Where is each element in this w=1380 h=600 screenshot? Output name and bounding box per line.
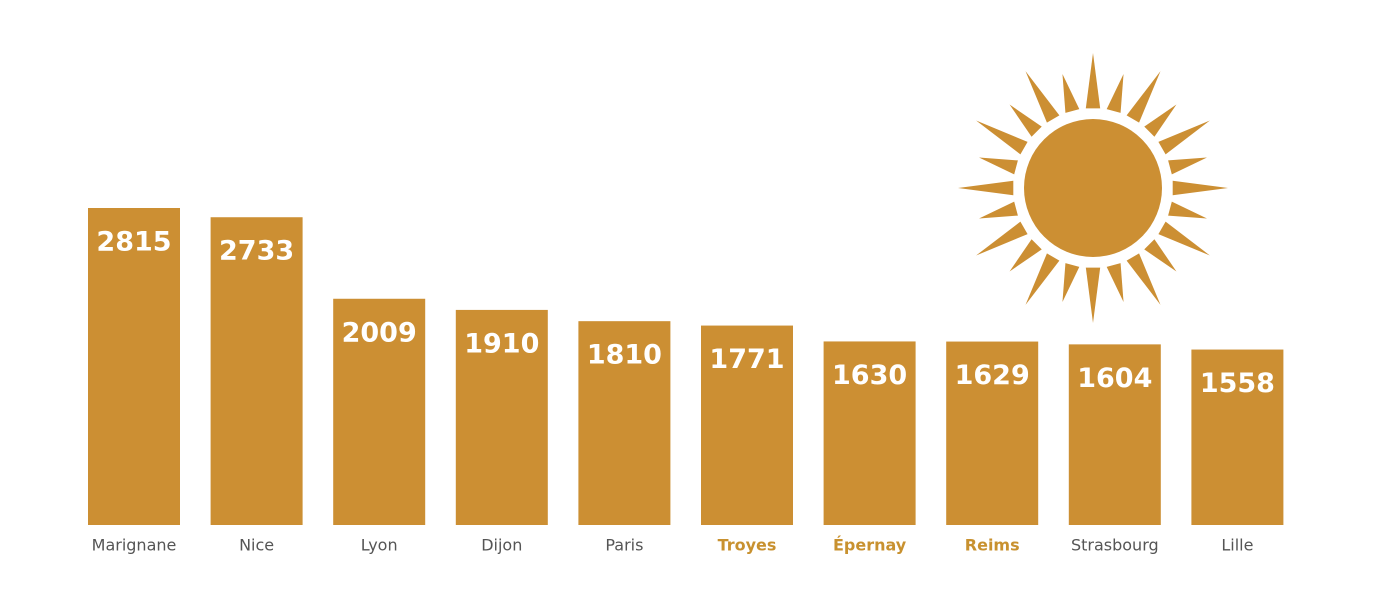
- bar: [88, 208, 180, 525]
- x-tick-label: Reims: [965, 536, 1020, 555]
- sun-ray: [1144, 104, 1177, 137]
- sun-ray: [1172, 180, 1228, 196]
- sun-ray: [1126, 253, 1161, 305]
- sun-ray: [1062, 74, 1080, 113]
- value-label: 1810: [587, 340, 662, 371]
- sun-ray: [976, 221, 1028, 256]
- bar: [1068, 344, 1161, 525]
- value-label: 1630: [832, 360, 907, 391]
- value-label: 1604: [1077, 363, 1152, 394]
- x-tick-label: Troyes: [718, 536, 777, 555]
- bar: [333, 298, 426, 525]
- x-tick-label: Épernay: [833, 536, 907, 555]
- x-tick-label: Nice: [239, 536, 274, 555]
- value-label: 1771: [709, 344, 784, 375]
- sun-ray: [1158, 120, 1210, 155]
- sun-ray: [1062, 263, 1080, 302]
- sun-ray: [979, 157, 1018, 175]
- sun-ray: [976, 120, 1028, 155]
- sun-ray: [1085, 267, 1101, 323]
- sun-ray: [1025, 71, 1060, 123]
- value-label: 2815: [96, 227, 171, 258]
- sun-ray: [1168, 157, 1207, 175]
- x-tick-label: Dijon: [481, 536, 522, 555]
- sun-ray: [1168, 201, 1207, 219]
- sun-ray: [1126, 71, 1161, 123]
- bar: [1191, 349, 1284, 525]
- sun-disc: [1024, 119, 1162, 257]
- value-label: 1558: [1200, 368, 1275, 399]
- x-tick-label: Lille: [1221, 536, 1253, 555]
- sun-ray: [1158, 221, 1210, 256]
- value-label: 2733: [219, 236, 294, 267]
- value-label: 1910: [464, 328, 539, 359]
- sun-ray: [1009, 239, 1042, 272]
- x-tick-label: Marignane: [92, 536, 177, 555]
- bar: [823, 341, 916, 525]
- sun-ray: [1009, 104, 1042, 137]
- sun-ray: [958, 180, 1014, 196]
- sun-ray: [1106, 74, 1124, 113]
- sun-ray: [1025, 253, 1060, 305]
- bar: [701, 325, 793, 525]
- sun-ray: [1106, 263, 1124, 302]
- bar: [946, 341, 1039, 525]
- x-tick-label: Paris: [605, 536, 643, 555]
- value-label: 1629: [955, 360, 1030, 391]
- x-tick-label: Lyon: [361, 536, 398, 555]
- x-tick-label: Strasbourg: [1071, 536, 1159, 555]
- sun-ray: [1085, 53, 1101, 109]
- bar: [210, 217, 303, 525]
- sun-ray: [979, 201, 1018, 219]
- bar: [455, 309, 548, 525]
- sun-ray: [1144, 239, 1177, 272]
- sun-icon: [958, 53, 1228, 323]
- value-label: 2009: [342, 317, 417, 348]
- bar: [578, 321, 671, 525]
